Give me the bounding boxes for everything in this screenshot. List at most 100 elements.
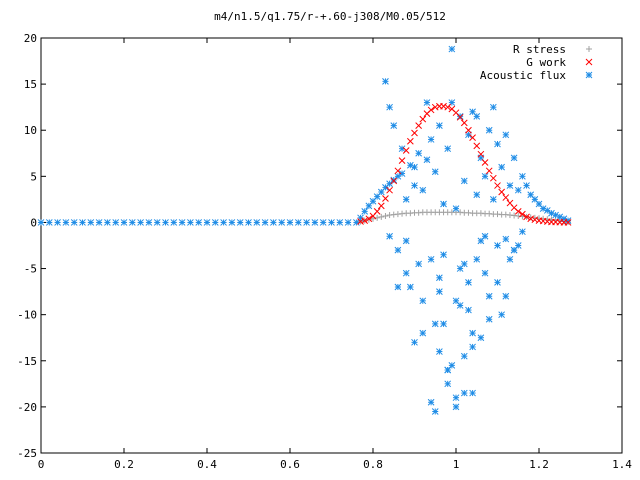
data-point <box>523 213 530 221</box>
data-point <box>386 103 393 111</box>
data-point <box>170 219 178 226</box>
data-point <box>411 182 418 189</box>
data-point <box>477 150 485 158</box>
data-point <box>261 219 269 226</box>
data-point <box>377 202 385 210</box>
data-point <box>386 186 393 194</box>
x-tick-label: 0.4 <box>197 458 217 471</box>
data-point <box>402 147 410 154</box>
plot-frame <box>40 37 623 454</box>
data-point <box>394 283 402 291</box>
data-point <box>390 177 398 185</box>
data-point <box>411 338 418 346</box>
data-point <box>120 219 128 226</box>
data-point <box>469 389 476 397</box>
x-tick-label: 0.2 <box>114 458 134 471</box>
data-point <box>79 219 86 226</box>
data-point <box>444 145 452 153</box>
data-point <box>402 269 410 277</box>
data-point <box>353 219 360 226</box>
data-point <box>519 210 526 218</box>
data-point <box>361 208 369 215</box>
data-point <box>406 137 414 145</box>
data-point <box>469 343 476 351</box>
data-point <box>153 219 161 226</box>
data-point <box>236 219 244 226</box>
data-point <box>506 182 514 189</box>
legend-label: G work <box>526 56 566 69</box>
data-point <box>370 215 376 222</box>
x-tick-label: 1.4 <box>612 458 632 471</box>
data-point <box>519 228 526 236</box>
data-point <box>481 159 489 166</box>
data-point <box>104 219 111 226</box>
data-point <box>481 269 489 277</box>
x-tick-label: 1 <box>453 458 460 471</box>
data-point <box>502 235 510 243</box>
data-point <box>452 394 460 402</box>
data-point <box>465 279 472 286</box>
data-point <box>527 215 535 223</box>
data-point <box>419 186 427 194</box>
series-acoustic-flux <box>37 45 572 415</box>
data-point <box>440 102 447 110</box>
data-point <box>211 219 219 226</box>
data-point <box>465 126 472 134</box>
y-tick-label: 15 <box>24 78 37 91</box>
legend-marker <box>585 71 593 79</box>
data-point <box>427 136 435 143</box>
series-g-work <box>357 102 572 226</box>
data-point <box>448 45 456 53</box>
data-point <box>195 219 203 226</box>
data-point <box>54 219 61 226</box>
data-point <box>270 219 277 226</box>
data-point <box>440 251 447 259</box>
x-tick-label: 1.2 <box>529 458 549 471</box>
data-point <box>427 255 435 263</box>
data-point <box>502 194 510 201</box>
data-point <box>473 191 481 199</box>
data-point <box>452 205 460 212</box>
data-point <box>373 193 381 200</box>
data-point <box>431 168 439 176</box>
data-point <box>303 219 310 226</box>
data-point <box>411 129 418 137</box>
data-point <box>411 163 418 171</box>
data-point <box>162 219 169 226</box>
data-point <box>460 177 468 185</box>
data-point <box>452 403 460 411</box>
data-point <box>336 219 344 226</box>
data-point <box>419 297 427 305</box>
legend-label: R stress <box>513 43 566 56</box>
data-point <box>502 292 510 300</box>
data-point <box>419 329 427 337</box>
data-point <box>203 219 211 226</box>
data-point <box>394 246 402 254</box>
data-point <box>481 172 489 180</box>
y-tick-label: 5 <box>30 170 37 183</box>
data-point <box>465 306 472 314</box>
data-point <box>473 142 481 150</box>
data-point <box>278 219 286 226</box>
data-point <box>390 122 398 129</box>
data-point <box>460 119 468 127</box>
data-point <box>365 215 373 223</box>
data-point <box>494 242 501 249</box>
data-point <box>394 167 402 175</box>
data-point <box>382 212 389 219</box>
y-tick-label: 0 <box>30 216 37 229</box>
data-point <box>498 311 506 319</box>
data-point <box>344 219 352 226</box>
data-point <box>444 366 452 374</box>
data-point <box>510 154 518 162</box>
data-point <box>398 157 406 165</box>
legend-label: Acoustic flux <box>480 69 566 82</box>
data-marks <box>37 45 572 415</box>
axis-ticks: 0 0.2 0.4 0.6 0.8 1 1.2 1.4 20 15 10 5 0 -5 -10 -15 -20 -… <box>17 32 632 471</box>
data-point <box>245 219 252 226</box>
data-point <box>494 279 501 286</box>
data-point <box>406 283 414 291</box>
data-point <box>423 156 431 164</box>
data-point <box>394 172 402 180</box>
